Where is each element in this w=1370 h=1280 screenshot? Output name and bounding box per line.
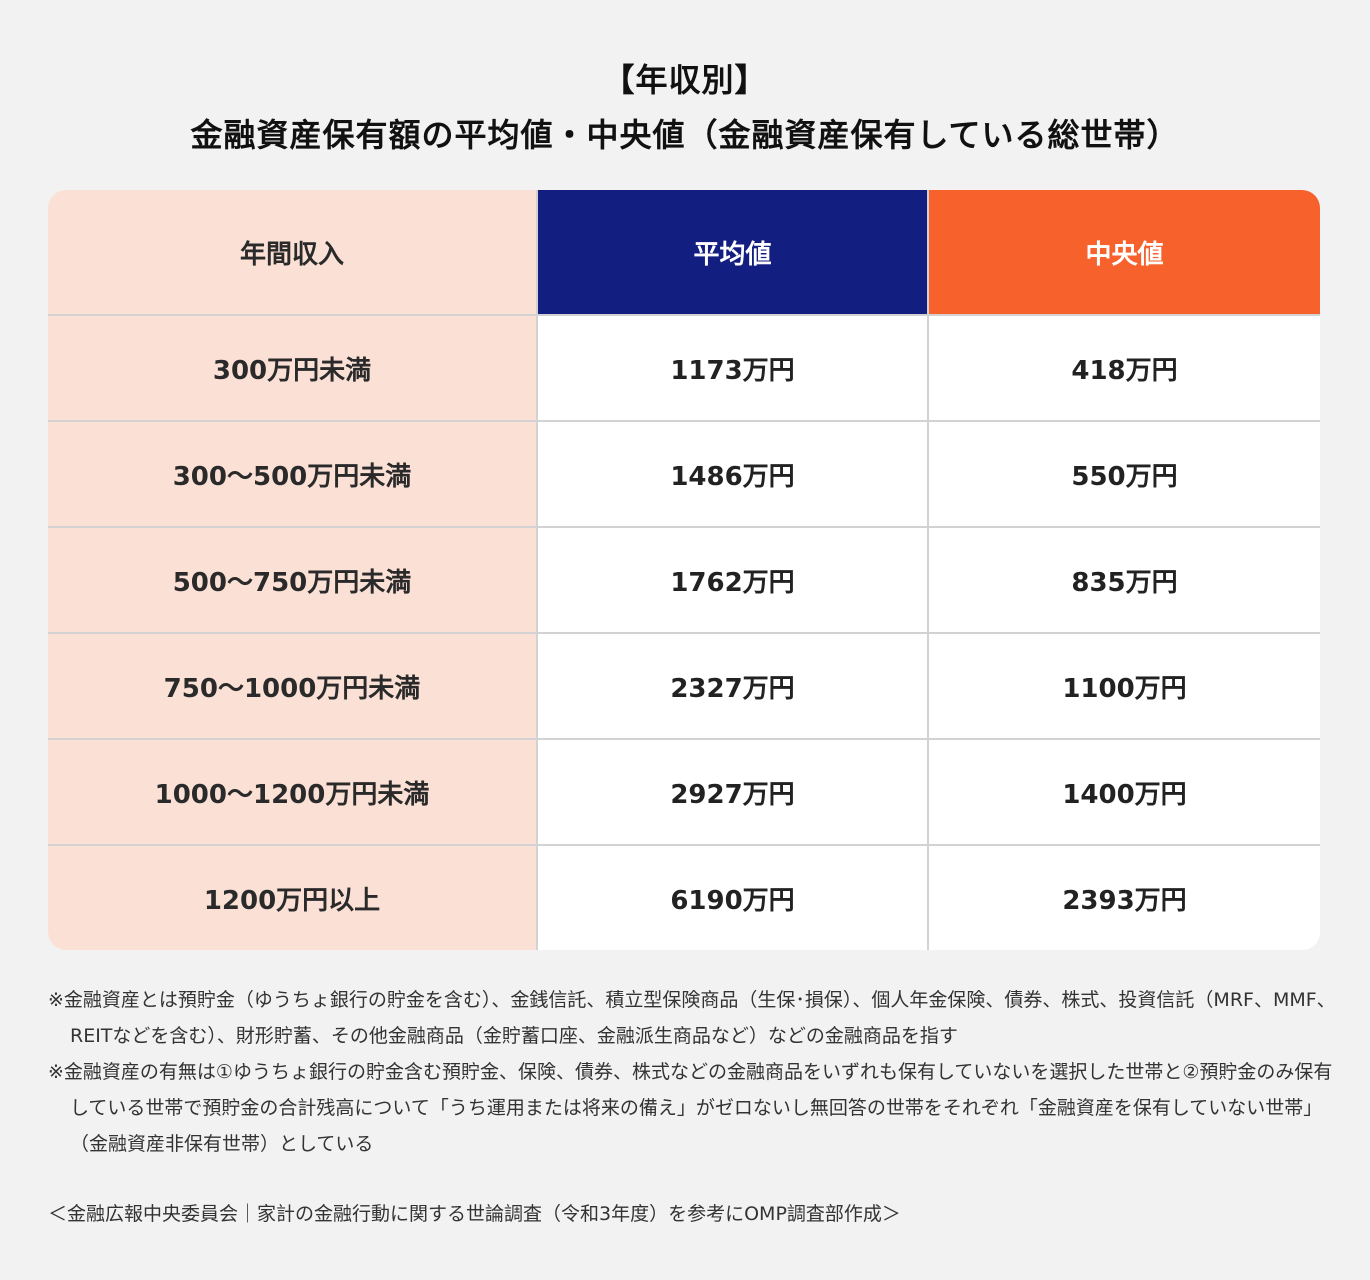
page-title: 【年収別】 金融資産保有額の平均値・中央値（金融資産保有している総世帯） xyxy=(0,56,1370,162)
income-cell: 500〜750万円未満 xyxy=(48,526,538,634)
title-category: 【年収別】 xyxy=(602,61,768,99)
table-row: 750〜1000万円未満 2327万円 1100万円 xyxy=(48,632,1320,740)
table-row: 300万円未満 1173万円 418万円 xyxy=(48,314,1320,422)
mean-cell: 1173万円 xyxy=(536,314,929,422)
header-median: 中央値 xyxy=(927,190,1320,316)
income-cell: 1200万円以上 xyxy=(48,844,538,950)
footnote-criteria: ※金融資産の有無は①ゆうちょ銀行の貯金含む預貯金、保険、債券、株式などの金融商品… xyxy=(48,1061,1333,1155)
median-cell: 1400万円 xyxy=(927,738,1320,846)
median-cell: 835万円 xyxy=(927,526,1320,634)
income-cell: 750〜1000万円未満 xyxy=(48,632,538,740)
median-cell: 2393万円 xyxy=(927,844,1320,950)
income-cell: 300万円未満 xyxy=(48,314,538,422)
table-row: 300〜500万円未満 1486万円 550万円 xyxy=(48,420,1320,528)
title-main: 金融資産保有額の平均値・中央値（金融資産保有している総世帯） xyxy=(190,116,1180,154)
median-cell: 1100万円 xyxy=(927,632,1320,740)
header-mean: 平均値 xyxy=(536,190,929,316)
footnotes: ※金融資産とは預貯金（ゆうちょ銀行の貯金を含む）、金銭信託、積立型保険商品（生保… xyxy=(48,982,1338,1162)
income-cell: 300〜500万円未満 xyxy=(48,420,538,528)
mean-cell: 6190万円 xyxy=(536,844,929,950)
source-citation: ＜金融広報中央委員会｜家計の金融行動に関する世論調査（令和3年度）を参考にOMP… xyxy=(48,1203,901,1225)
table-header-row: 年間収入 平均値 中央値 xyxy=(48,190,1320,316)
income-cell: 1000〜1200万円未満 xyxy=(48,738,538,846)
mean-cell: 1762万円 xyxy=(536,526,929,634)
footnote-definition: ※金融資産とは預貯金（ゆうちょ銀行の貯金を含む）、金銭信託、積立型保険商品（生保… xyxy=(48,989,1336,1047)
mean-cell: 2327万円 xyxy=(536,632,929,740)
table-row: 500〜750万円未満 1762万円 835万円 xyxy=(48,526,1320,634)
mean-cell: 1486万円 xyxy=(536,420,929,528)
median-cell: 550万円 xyxy=(927,420,1320,528)
median-cell: 418万円 xyxy=(927,314,1320,422)
header-income: 年間収入 xyxy=(48,190,538,316)
asset-table: 年間収入 平均値 中央値 300万円未満 1173万円 418万円 300〜50… xyxy=(48,190,1320,950)
table-row: 1000〜1200万円未満 2927万円 1400万円 xyxy=(48,738,1320,846)
table-row: 1200万円以上 6190万円 2393万円 xyxy=(48,844,1320,950)
mean-cell: 2927万円 xyxy=(536,738,929,846)
